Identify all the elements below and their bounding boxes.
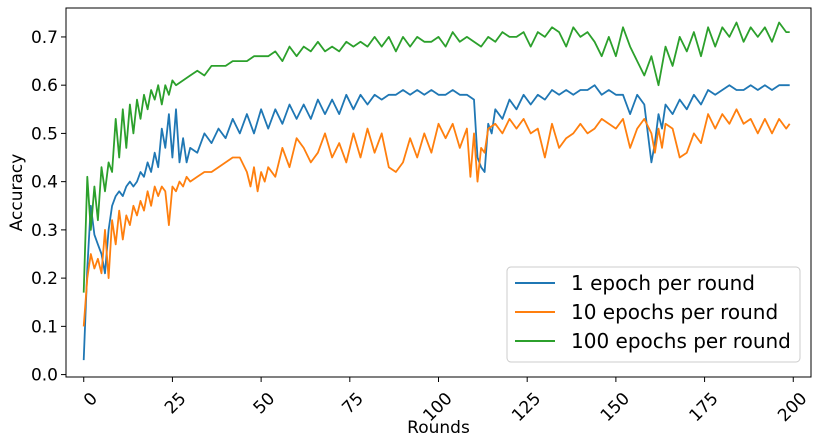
plot-frame	[65, 7, 812, 378]
legend-label-1-epoch: 1 epoch per round	[571, 271, 755, 295]
series-line-0	[82, 84, 790, 361]
y-tick-label: 0.1	[31, 317, 58, 337]
y-axis-label: Accuracy	[7, 154, 27, 232]
series-line-2	[82, 21, 790, 293]
x-axis-label: Rounds	[407, 418, 470, 438]
y-tick-label: 0.0	[31, 366, 58, 386]
y-tick-label: 0.5	[31, 124, 58, 144]
y-tick-label: 0.6	[31, 76, 58, 96]
series-group	[82, 21, 791, 361]
y-tick-label: 0.7	[31, 28, 58, 48]
legend-label-100-epochs: 100 epochs per round	[571, 329, 791, 353]
y-tick-label: 0.4	[31, 173, 58, 193]
series-line-1	[82, 108, 791, 327]
y-tick-label: 0.2	[31, 269, 58, 289]
legend-box	[506, 266, 801, 363]
legend-label-10-epochs: 10 epochs per round	[571, 300, 778, 324]
y-tick-label: 0.3	[31, 221, 58, 241]
legend: 1 epoch per round 10 epochs per round 10…	[506, 266, 801, 363]
